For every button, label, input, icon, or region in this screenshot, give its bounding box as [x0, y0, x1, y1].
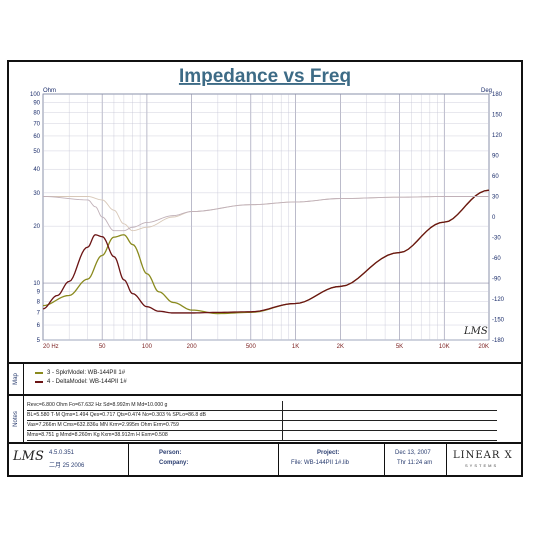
legend-swatch: [35, 381, 43, 383]
right-tick-label: -60: [492, 256, 501, 262]
note-row: Revc=6.800 Ohm Fo=67.632 Hz Sd=8.992m M …: [27, 401, 497, 411]
legend-swatch: [35, 372, 43, 374]
x-tick-label: 20 Hz: [43, 344, 59, 350]
version-text: 4.5.0.351: [49, 450, 75, 456]
left-tick-label: 100: [30, 92, 41, 98]
right-tick-label: -30: [492, 236, 501, 242]
map-panel: Map 3 - SpkrModel: WB-144PII 1# 4 - Delt…: [9, 362, 521, 396]
right-tick-label: 90: [492, 154, 499, 160]
chart-grid: [42, 93, 490, 341]
right-tick-label: -90: [492, 277, 501, 283]
plot-area: [42, 93, 490, 341]
footer-date-cell: Dec 13, 2007 Thr 11:24 am: [385, 444, 447, 475]
left-tick-label: 70: [33, 121, 40, 127]
right-tick-label: 60: [492, 174, 499, 180]
report-frame: Impedance vs Freq 100 90 80 70 60 50 40 30 20 10 9…: [7, 60, 523, 477]
right-axis-unit: Deg: [481, 88, 492, 94]
x-tick-label: 50: [99, 344, 106, 350]
footer-brand-cell: LINEAR X SYSTEMS: [447, 444, 521, 475]
left-tick-label: 50: [33, 149, 40, 155]
x-tick-label: 200: [187, 344, 198, 350]
legend-label: 4 - DeltaModel: WB-144PII 1#: [47, 379, 127, 385]
left-axis-unit: Ohm: [43, 88, 56, 94]
impedance-chart: Impedance vs Freq 1009080706050403020109…: [30, 66, 505, 350]
left-tick-label: 8: [37, 299, 41, 305]
x-tick-label: 10K: [439, 344, 450, 350]
right-tick-label: -120: [492, 297, 505, 303]
right-tick-label: 30: [492, 195, 499, 201]
footer-version-cell: LMS 4.5.0.351 二月 25 2006: [9, 444, 129, 475]
company-label: Company:: [159, 460, 189, 466]
report-time: Thr 11:24 am: [397, 460, 433, 466]
legend-label: 3 - SpkrModel: WB-144PII 1#: [47, 370, 126, 376]
note-row: BL=5.580 T·M Qms=1.494 Qes=0.717 Qts=0.4…: [27, 411, 497, 421]
note-row: Mms=8.751 g Mmd=8.260m Kg Kxm=38.912m H …: [27, 431, 497, 441]
right-tick-label: -150: [492, 318, 505, 324]
note-text: Revc=6.800 Ohm Fo=67.632 Hz Sd=8.992m M …: [27, 402, 168, 408]
left-tick-label: 20: [33, 224, 40, 230]
project-label: Project:: [317, 450, 340, 456]
notes-tab-label: Notes: [13, 411, 19, 427]
lms-logo: LMS: [13, 449, 44, 464]
left-tick-label: 5: [37, 338, 41, 344]
file-name: File: WB-144PII 1#.lib: [291, 460, 350, 466]
version-date: 二月 25 2006: [49, 463, 85, 469]
left-tick-label: 60: [33, 134, 40, 140]
brand-sub: SYSTEMS: [465, 463, 499, 468]
phase-curve: [42, 196, 489, 232]
note-text: Vas=7.266m M Cms=632.836u MN Krm=2.995m …: [27, 422, 179, 428]
report-date: Dec 13, 2007: [395, 450, 431, 456]
left-tick-label: 9: [37, 290, 41, 296]
impedance-curve: [42, 189, 490, 314]
left-tick-label: 40: [33, 167, 40, 173]
x-tick-label: 2K: [337, 344, 344, 350]
left-tick-label: 10: [33, 281, 40, 287]
legend-item-delta[interactable]: 4 - DeltaModel: WB-144PII 1#: [35, 379, 127, 385]
left-tick-label: 30: [33, 191, 40, 197]
notes-panel: Notes Revc=6.800 Ohm Fo=67.632 Hz Sd=8.9…: [9, 396, 521, 444]
x-tick-label: 20K: [478, 344, 489, 350]
footer-person-cell: Person: Company:: [129, 444, 279, 475]
report-footer: LMS 4.5.0.351 二月 25 2006 Person: Company…: [9, 444, 521, 475]
x-tick-label: 500: [246, 344, 257, 350]
right-tick-label: 180: [492, 92, 503, 98]
left-tick-label: 6: [37, 323, 41, 329]
chart-title: Impedance vs Freq: [179, 66, 351, 87]
footer-project-cell: Project: File: WB-144PII 1#.lib: [279, 444, 385, 475]
right-tick-label: 0: [492, 215, 496, 221]
brand-logo: LINEAR X: [453, 450, 513, 461]
left-tick-label: 7: [37, 310, 41, 316]
right-tick-label: -180: [492, 338, 505, 344]
lms-watermark: LMS: [463, 326, 488, 337]
note-text: BL=5.580 T·M Qms=1.494 Qes=0.717 Qts=0.4…: [27, 412, 206, 418]
person-label: Person:: [159, 450, 182, 456]
right-tick-label: 150: [492, 113, 503, 119]
note-text: Mms=8.751 g Mmd=8.260m Kg Kxm=38.912m H …: [27, 432, 168, 438]
axis-ticks: 100 90 80 70 60 50 40 30 20 10 9 8 7 6 5 180 150 120 90 60 3…: [30, 92, 505, 350]
left-tick-label: 80: [33, 110, 40, 116]
left-tick-label: 90: [33, 101, 40, 107]
map-tab-label: Map: [12, 373, 19, 385]
note-row: Vas=7.266m M Cms=632.836u MN Krm=2.995m …: [27, 421, 497, 431]
x-tick-label: 5K: [396, 344, 403, 350]
legend-item-spkr[interactable]: 3 - SpkrModel: WB-144PII 1#: [35, 370, 125, 376]
map-tab[interactable]: Map: [9, 364, 24, 394]
x-tick-label: 1K: [292, 344, 299, 350]
x-tick-label: 100: [142, 344, 153, 350]
chart-series: [42, 189, 490, 315]
notes-tab[interactable]: Notes: [9, 396, 24, 442]
right-tick-label: 120: [492, 133, 503, 139]
